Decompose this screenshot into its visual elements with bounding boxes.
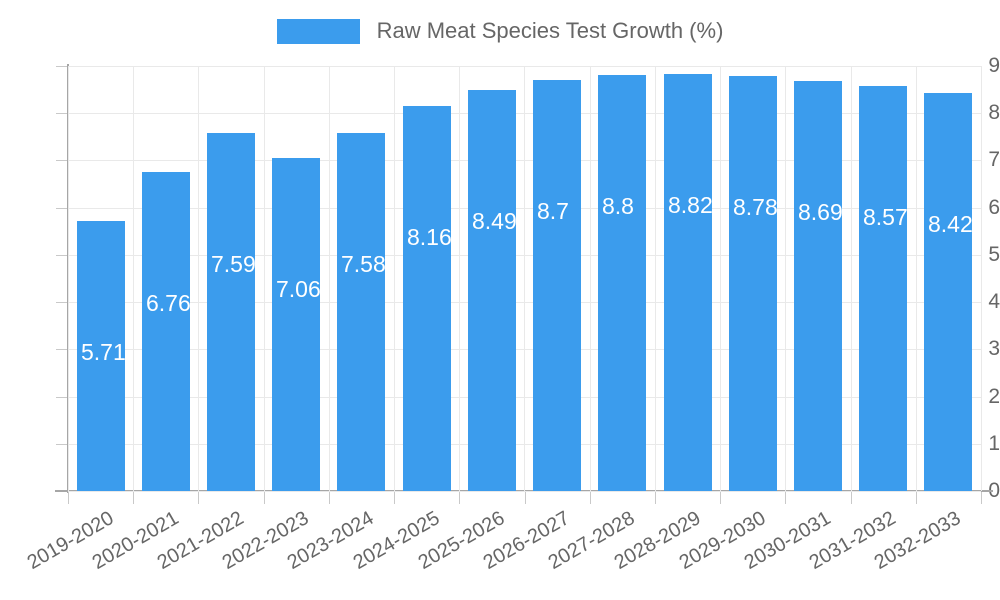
y-axis-tick-label: 6 bbox=[988, 196, 1000, 219]
x-axis-tick-mark bbox=[720, 492, 721, 504]
bar-value-label: 8.69 bbox=[798, 199, 843, 225]
gridline-vertical bbox=[329, 66, 330, 491]
y-axis-tick-label: 1 bbox=[988, 432, 1000, 455]
gridline-vertical bbox=[655, 66, 656, 491]
gridline-vertical bbox=[133, 66, 134, 491]
bar[interactable]: 8.42 bbox=[924, 93, 973, 491]
gridline-vertical bbox=[785, 66, 786, 491]
plot-area: 5.71 6.76 7.59 7.06 7.58 8.16 8.49 8.7 8.8 8.82 8.… bbox=[68, 66, 982, 492]
bar-value-label: 8.78 bbox=[733, 194, 778, 220]
y-axis-tick-mark bbox=[56, 208, 68, 209]
y-axis-tick-label: 7 bbox=[988, 148, 1000, 171]
y-axis-tick-mark bbox=[56, 444, 68, 445]
gridline-vertical bbox=[264, 66, 265, 491]
y-axis-tick-mark bbox=[56, 255, 68, 256]
x-axis-tick-mark bbox=[198, 492, 199, 504]
bar-value-label: 8.8 bbox=[602, 193, 634, 219]
gridline-vertical bbox=[198, 66, 199, 491]
gridline-vertical bbox=[590, 66, 591, 491]
y-axis-tick-label: 3 bbox=[988, 337, 1000, 360]
x-axis-tick-mark bbox=[264, 492, 265, 504]
bar-value-label: 8.7 bbox=[537, 198, 569, 224]
bar-value-label: 8.16 bbox=[407, 224, 452, 250]
bar[interactable]: 8.69 bbox=[794, 81, 843, 491]
bar-value-label: 8.49 bbox=[472, 208, 517, 234]
x-axis-tick-mark bbox=[68, 492, 69, 504]
bar-value-label: 7.58 bbox=[341, 251, 386, 277]
y-axis-tick-mark bbox=[56, 113, 68, 114]
gridline-vertical bbox=[916, 66, 917, 491]
x-axis-tick-mark bbox=[981, 492, 982, 504]
bar-value-label: 8.82 bbox=[668, 192, 713, 218]
x-axis-tick-mark bbox=[133, 492, 134, 504]
x-axis-tick-mark bbox=[459, 492, 460, 504]
bar[interactable]: 7.06 bbox=[272, 158, 321, 491]
y-axis-tick-label: 8 bbox=[988, 101, 1000, 124]
gridline-vertical bbox=[720, 66, 721, 491]
x-axis-tick-mark bbox=[590, 492, 591, 504]
bar-value-label: 5.71 bbox=[81, 339, 126, 365]
y-axis-tick-label: 5 bbox=[988, 243, 1000, 266]
gridline-vertical bbox=[68, 66, 69, 491]
y-axis-tick-mark bbox=[56, 397, 68, 398]
bar[interactable]: 6.76 bbox=[142, 172, 191, 491]
bar[interactable]: 8.49 bbox=[468, 90, 517, 491]
gridline-vertical bbox=[524, 66, 525, 491]
bar[interactable]: 8.57 bbox=[859, 86, 908, 491]
y-axis-tick-label: 2 bbox=[988, 385, 1000, 408]
bar[interactable]: 5.71 bbox=[77, 221, 126, 491]
bar[interactable]: 7.59 bbox=[207, 133, 256, 491]
x-axis-tick-mark bbox=[525, 492, 526, 504]
x-axis-tick-mark bbox=[916, 492, 917, 504]
legend-color-swatch bbox=[276, 18, 360, 44]
gridline-vertical bbox=[981, 66, 982, 491]
bar[interactable]: 7.58 bbox=[337, 133, 386, 491]
gridline-horizontal bbox=[68, 491, 981, 492]
y-axis-tick-mark bbox=[56, 66, 68, 67]
x-axis-tick-mark bbox=[851, 492, 852, 504]
legend-label: Raw Meat Species Test Growth (%) bbox=[376, 18, 724, 43]
x-axis-tick-mark bbox=[329, 492, 330, 504]
bar[interactable]: 8.78 bbox=[729, 76, 778, 491]
bar[interactable]: 8.8 bbox=[598, 75, 646, 491]
x-axis-tick-mark bbox=[785, 492, 786, 504]
bar-value-label: 8.57 bbox=[863, 204, 908, 230]
bar[interactable]: 8.16 bbox=[403, 106, 452, 491]
y-axis-tick-mark bbox=[56, 349, 68, 350]
bar-value-label: 7.59 bbox=[211, 251, 256, 277]
y-axis-tick-label: 4 bbox=[988, 290, 1000, 313]
bar-value-label: 8.42 bbox=[928, 211, 973, 237]
bar-value-label: 6.76 bbox=[146, 290, 191, 316]
bar[interactable]: 8.82 bbox=[664, 74, 713, 491]
gridline-vertical bbox=[394, 66, 395, 491]
y-axis-tick-label: 9 bbox=[988, 54, 1000, 77]
x-axis-tick-mark bbox=[655, 492, 656, 504]
chart-legend: Raw Meat Species Test Growth (%) bbox=[0, 12, 1000, 50]
y-axis-tick-mark bbox=[56, 160, 68, 161]
gridline-vertical bbox=[851, 66, 852, 491]
gridline-vertical bbox=[459, 66, 460, 491]
y-axis-tick-label: 0 bbox=[988, 479, 1000, 502]
y-axis-tick-mark bbox=[56, 302, 68, 303]
x-axis-tick-mark bbox=[394, 492, 395, 504]
bar-value-label: 7.06 bbox=[276, 276, 321, 302]
bar[interactable]: 8.7 bbox=[533, 80, 581, 491]
